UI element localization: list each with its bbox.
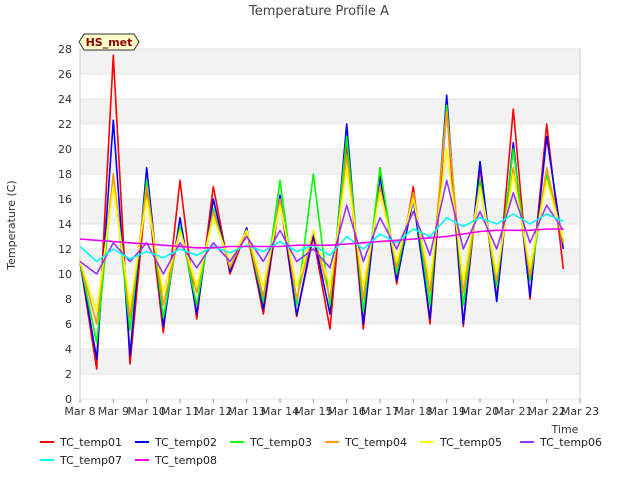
legend-label: TC_temp06 bbox=[539, 436, 602, 449]
grid-band bbox=[80, 149, 580, 174]
y-tick-label: 12 bbox=[58, 243, 72, 256]
y-tick-label: 22 bbox=[58, 118, 72, 131]
x-axis-label: Time bbox=[551, 423, 579, 436]
x-tick-label: Mar 20 bbox=[461, 405, 499, 418]
y-tick-label: 10 bbox=[58, 268, 72, 281]
x-tick-label: Mar 16 bbox=[328, 405, 366, 418]
x-tick-label: Mar 11 bbox=[161, 405, 199, 418]
y-tick-label: 24 bbox=[58, 93, 72, 106]
legend-label: TC_temp07 bbox=[59, 454, 122, 467]
series-line-tc-temp06 bbox=[79, 179, 564, 275]
y-tick-label: 18 bbox=[58, 168, 72, 181]
x-tick-label: Mar 15 bbox=[294, 405, 332, 418]
grid-bands bbox=[80, 49, 580, 374]
x-tick-label: Mar 18 bbox=[394, 405, 432, 418]
y-tick-label: 2 bbox=[65, 368, 72, 381]
x-tick-label: Mar 21 bbox=[494, 405, 532, 418]
series-line-tc-temp08 bbox=[79, 228, 564, 249]
x-tick-label: Mar 13 bbox=[228, 405, 266, 418]
x-tick-label: Mar 10 bbox=[128, 405, 166, 418]
legend-label: TC_temp01 bbox=[59, 436, 122, 449]
badge-box bbox=[78, 33, 140, 51]
y-tick-label: 8 bbox=[65, 293, 72, 306]
legend-label: TC_temp08 bbox=[154, 454, 217, 467]
series-lines bbox=[79, 54, 565, 370]
y-tick-label: 4 bbox=[65, 343, 72, 356]
y-axis-label: Temperature (C) bbox=[5, 180, 18, 270]
y-tick-label: 14 bbox=[58, 218, 72, 231]
legend-label: TC_temp05 bbox=[439, 436, 502, 449]
chart-title: Temperature Profile A bbox=[248, 4, 389, 19]
y-tick-label: 28 bbox=[58, 43, 72, 56]
site-badge: HS_met bbox=[78, 33, 140, 51]
x-tick-label: Mar 12 bbox=[194, 405, 232, 418]
x-tick-label: Mar 9 bbox=[98, 405, 129, 418]
x-tick-label: Mar 17 bbox=[361, 405, 399, 418]
x-tick-label: Mar 19 bbox=[428, 405, 466, 418]
legend-label: TC_temp04 bbox=[344, 436, 407, 449]
grid-band bbox=[80, 99, 580, 124]
legend-label: TC_temp02 bbox=[154, 436, 217, 449]
x-tick-label: Mar 14 bbox=[261, 405, 299, 418]
grid-band bbox=[80, 199, 580, 224]
legend-label: TC_temp03 bbox=[249, 436, 312, 449]
y-tick-label: 26 bbox=[58, 68, 72, 81]
x-tick-label: Mar 8 bbox=[64, 405, 95, 418]
y-tick-label: 0 bbox=[65, 393, 72, 406]
y-tick-label: 6 bbox=[65, 318, 72, 331]
grid-band bbox=[80, 49, 580, 74]
series-line-tc-temp07 bbox=[79, 213, 564, 263]
badge-text: HS_met bbox=[86, 36, 133, 49]
x-tick-label: Mar 22 bbox=[528, 405, 566, 418]
legend: TC_temp01 TC_temp02 TC_temp03 TC_temp04 TC_t… bbox=[40, 436, 602, 467]
y-tick-label: 16 bbox=[58, 193, 72, 206]
grid-band bbox=[80, 349, 580, 374]
y-tick-label: 20 bbox=[58, 143, 72, 156]
x-tick-label: Mar 23 bbox=[561, 405, 599, 418]
